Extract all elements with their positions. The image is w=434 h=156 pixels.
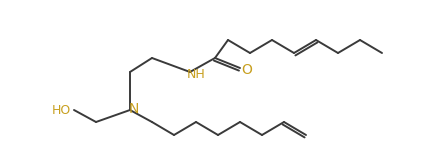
Text: HO: HO <box>52 103 71 117</box>
Text: N: N <box>128 102 139 116</box>
Text: O: O <box>241 63 252 77</box>
Text: NH: NH <box>186 68 205 80</box>
